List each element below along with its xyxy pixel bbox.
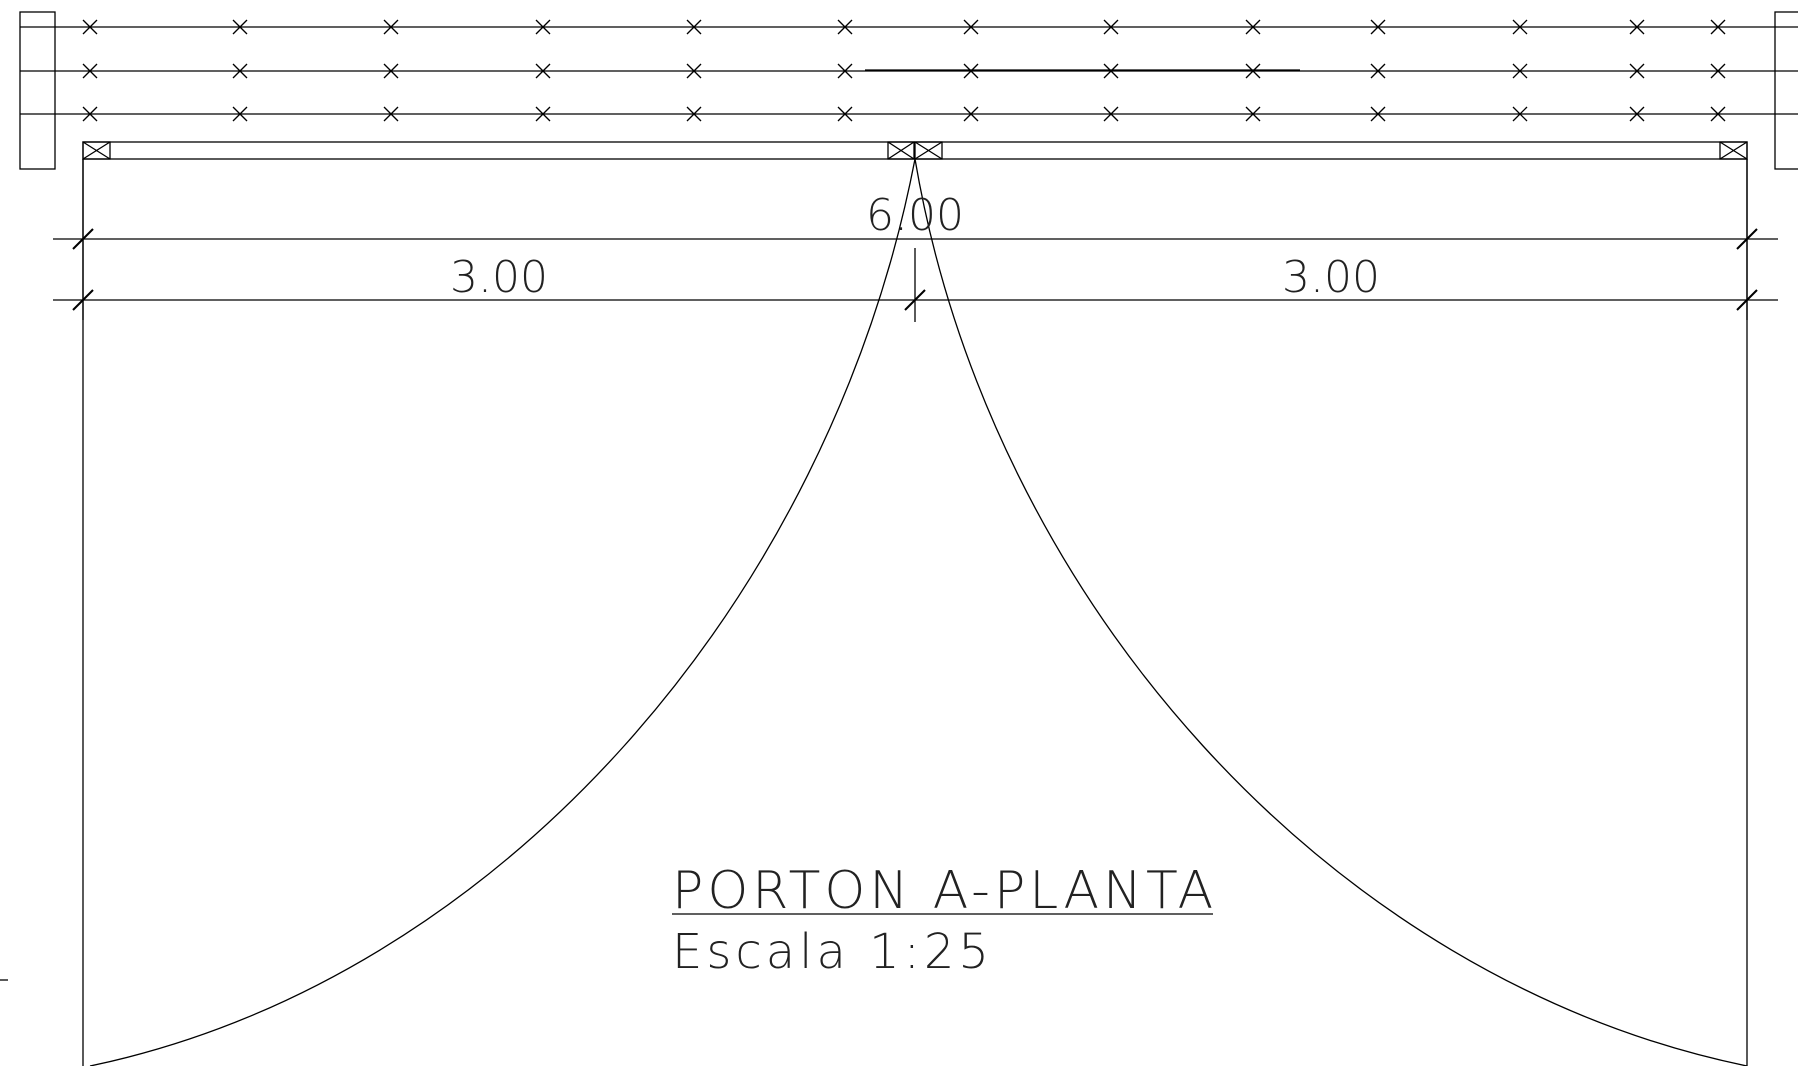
wire-barbs — [82, 19, 1726, 122]
hinge-post-right — [1719, 141, 1748, 160]
fence-posts — [19, 11, 1798, 170]
wire-barb — [963, 106, 979, 122]
wire-barb — [1512, 19, 1528, 35]
dim-tick-total-right — [1736, 228, 1758, 250]
dim-tick-partial-center — [904, 289, 926, 311]
gate-beam — [82, 141, 1748, 160]
wire-barb — [82, 106, 98, 122]
wire-barb — [1103, 106, 1119, 122]
wire-barb — [686, 19, 702, 35]
wire-barb — [963, 19, 979, 35]
right-leaf-swing-arc — [914, 158, 1748, 1066]
left-leaf-swing-arc — [89, 158, 916, 1066]
wire-barb — [686, 63, 702, 79]
dimension-lines: 6.00 3.00 3.00 — [53, 159, 1778, 322]
wire-barb — [232, 63, 248, 79]
wire-barb — [1629, 19, 1645, 35]
wire-barb — [1370, 106, 1386, 122]
wire-barb — [837, 106, 853, 122]
dim-label-left-leaf: 3.00 — [450, 252, 548, 303]
wire-barb — [963, 63, 979, 79]
center-post-left — [887, 141, 915, 160]
wire-barb — [686, 106, 702, 122]
dim-tick-partial-right — [1736, 289, 1758, 311]
wire-barb — [1103, 19, 1119, 35]
drawing-title: PORTON A-PLANTA — [672, 861, 1217, 921]
wire-barb — [1245, 63, 1261, 79]
wire-barb — [383, 106, 399, 122]
wire-barb — [837, 63, 853, 79]
wire-barb — [535, 19, 551, 35]
wire-barb — [535, 106, 551, 122]
wire-barb — [232, 19, 248, 35]
wire-barb — [1512, 106, 1528, 122]
wire-barb — [1710, 63, 1726, 79]
wire-barb — [1710, 19, 1726, 35]
wire-barb — [82, 19, 98, 35]
wire-barb — [232, 106, 248, 122]
barbed-wire-fence — [20, 19, 1798, 122]
fence-post-right — [1774, 11, 1798, 170]
wire-barb — [82, 63, 98, 79]
fence-post-left — [19, 11, 56, 170]
wire-barb — [1710, 106, 1726, 122]
hinge-post-left — [82, 141, 111, 160]
wire-barb — [1245, 19, 1261, 35]
wire-barb — [1370, 19, 1386, 35]
dim-tick-partial-left — [72, 289, 94, 311]
dim-tick-total-left — [72, 228, 94, 250]
wire-barb — [535, 63, 551, 79]
wire-barb — [1512, 63, 1528, 79]
wire-barb — [383, 19, 399, 35]
dim-label-right-leaf: 3.00 — [1282, 252, 1380, 303]
drawing-title-block: PORTON A-PLANTA Escala 1:25 — [672, 861, 1217, 980]
drawing-scale: Escala 1:25 — [672, 924, 993, 980]
wire-barb — [1245, 106, 1261, 122]
wire-barb — [1370, 63, 1386, 79]
wire-barb — [837, 19, 853, 35]
dim-label-total: 6.00 — [866, 190, 964, 241]
wire-barb — [1629, 63, 1645, 79]
wire-barb — [383, 63, 399, 79]
center-post-right — [914, 141, 943, 160]
wire-barb — [1629, 106, 1645, 122]
wire-barb — [1103, 63, 1119, 79]
